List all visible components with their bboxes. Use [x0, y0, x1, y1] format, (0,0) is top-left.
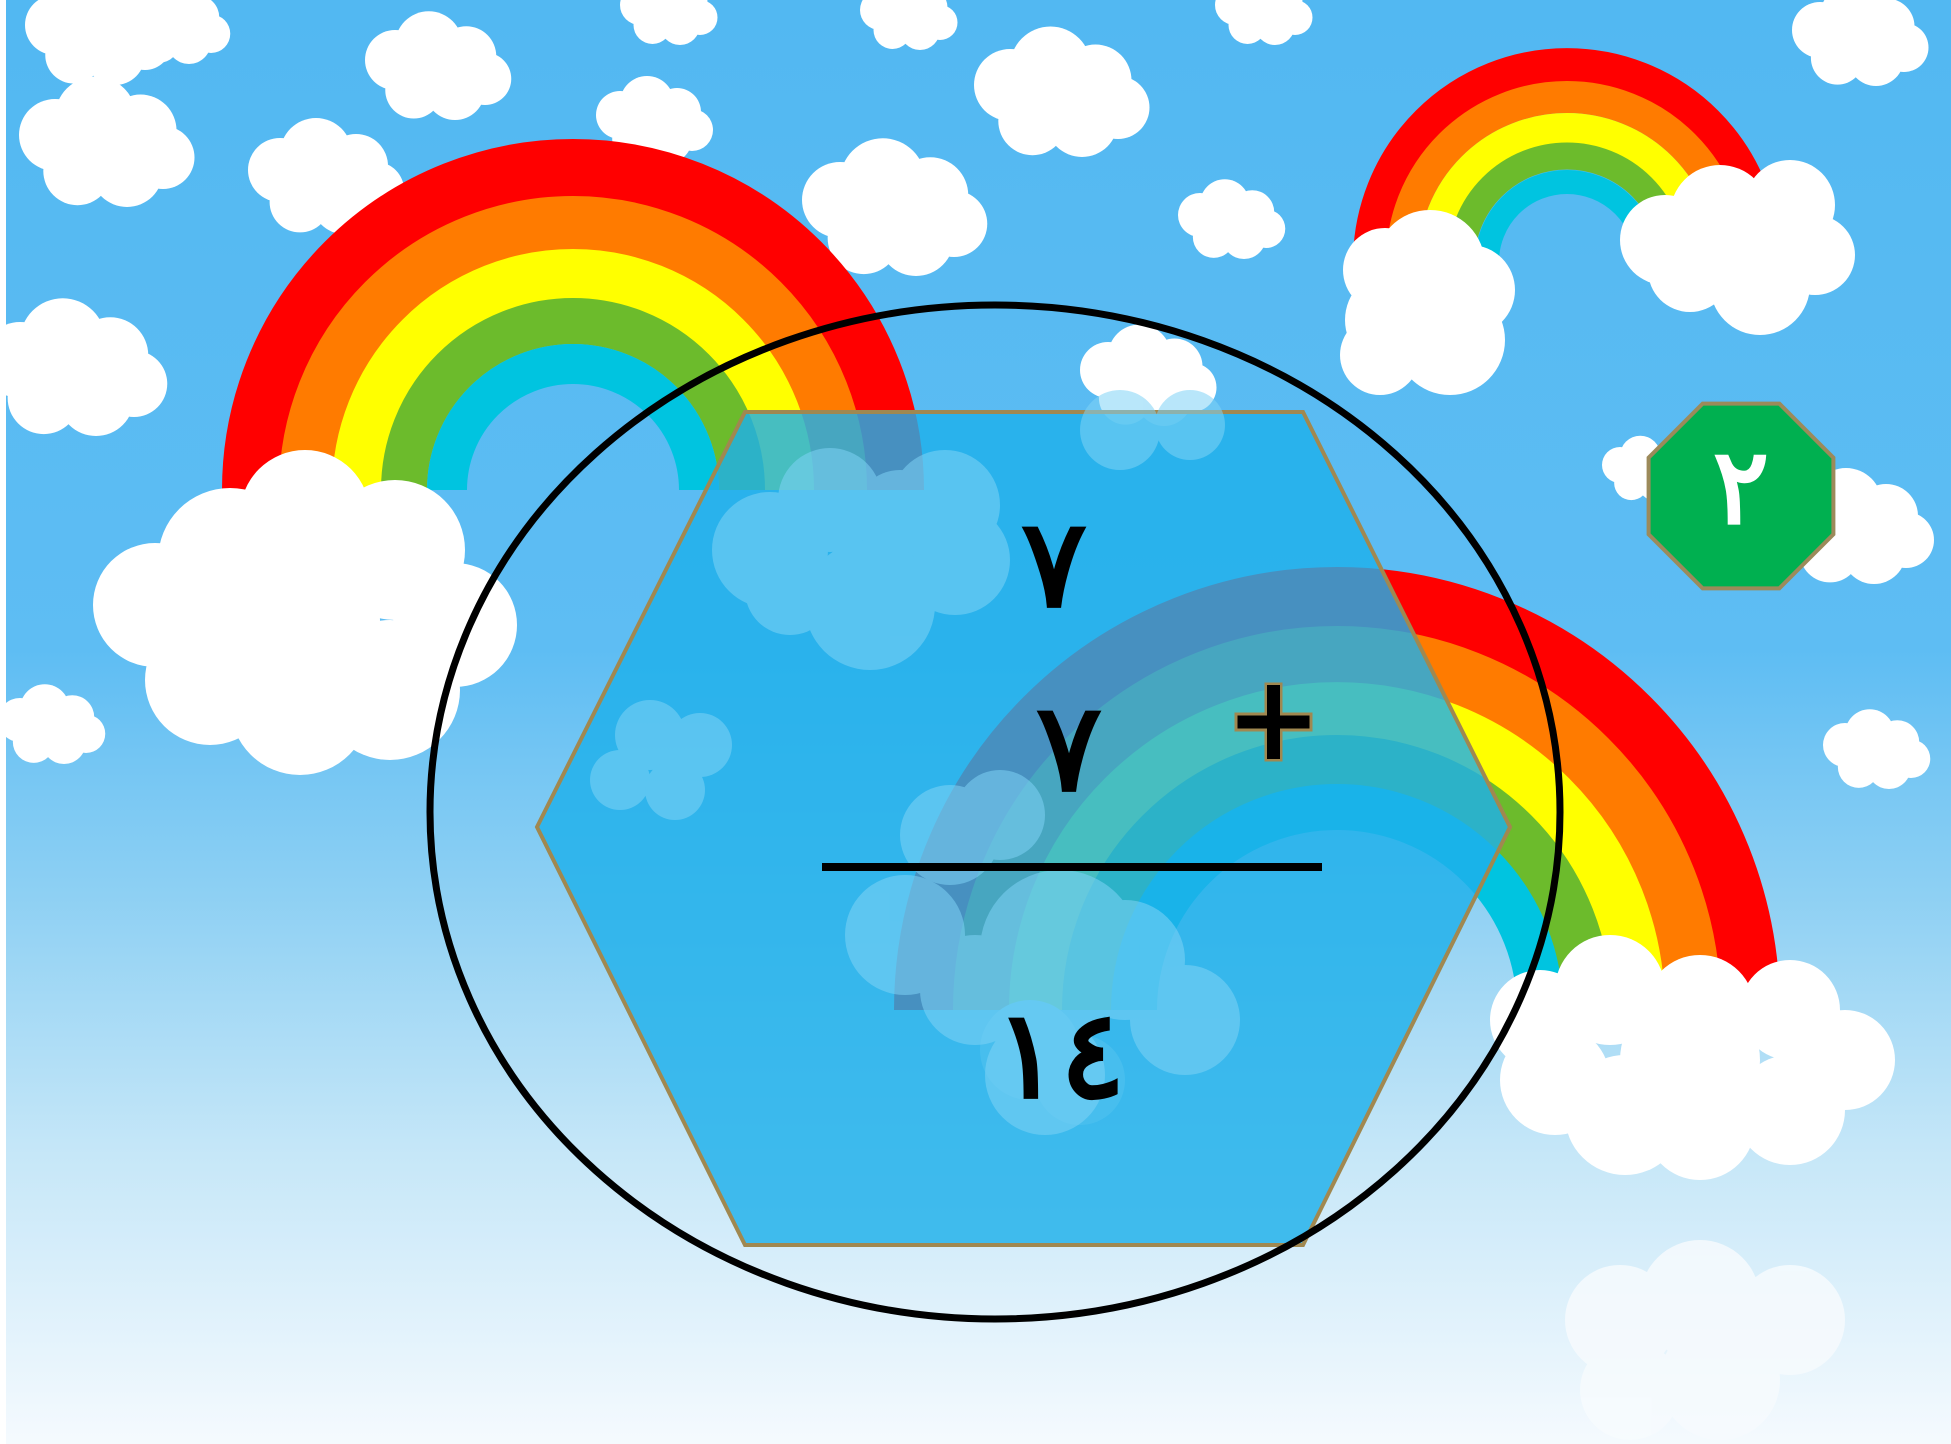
rainbow-left	[222, 139, 924, 491]
highlight-ellipse	[426, 301, 1564, 1323]
rainbow-top-right-clouds	[1340, 160, 1855, 395]
plus-sign	[1234, 682, 1313, 762]
addend-1: ٧	[1021, 491, 1087, 635]
sum-result: ١٤	[994, 982, 1125, 1126]
addend-2: ٧	[1036, 675, 1102, 819]
hexagon-inner-clouds	[590, 390, 1240, 1135]
faint-cloud	[1565, 1240, 1845, 1440]
slide-number: ٢	[1713, 424, 1769, 548]
slide-number-badge	[1646, 401, 1836, 591]
